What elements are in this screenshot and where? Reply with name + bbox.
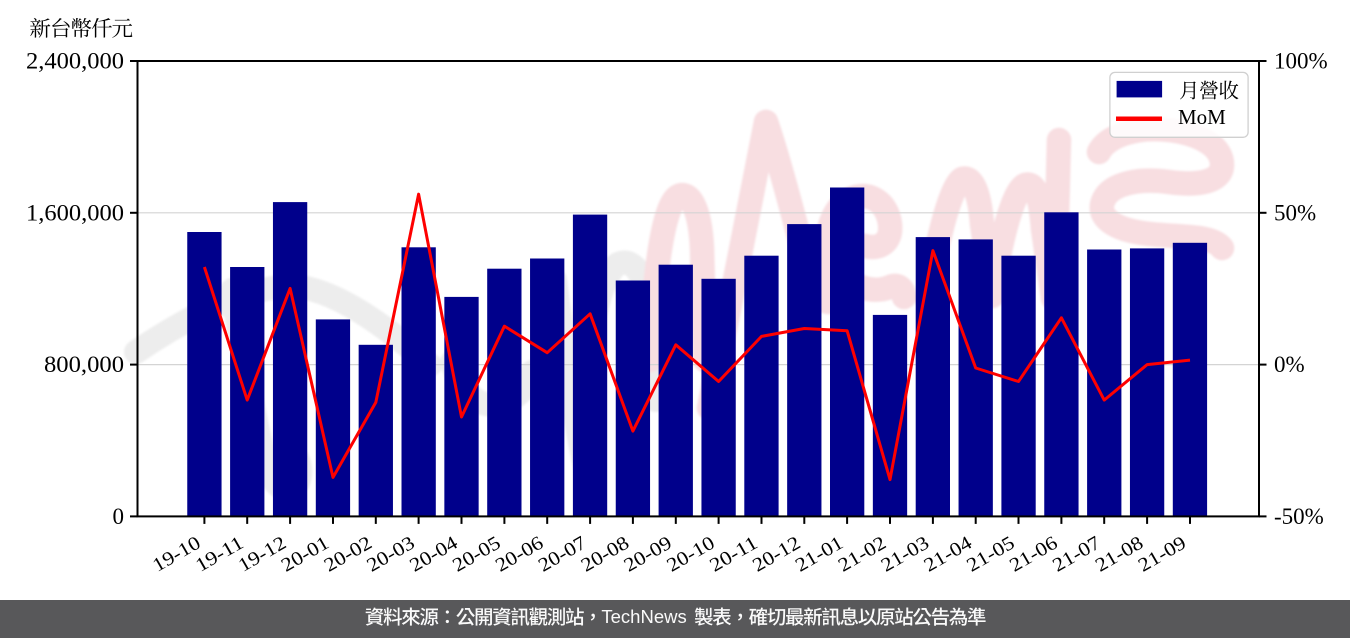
svg-text:50%: 50% [1274, 200, 1316, 225]
svg-text:100%: 100% [1274, 49, 1328, 74]
svg-text:800,000: 800,000 [44, 352, 124, 377]
svg-text:MoM: MoM [1178, 105, 1226, 129]
svg-text:1,600,000: 1,600,000 [26, 200, 124, 225]
svg-text:-50%: -50% [1274, 504, 1324, 529]
svg-text:TechNews: TechNews [601, 606, 686, 627]
svg-text:0%: 0% [1274, 352, 1305, 377]
svg-text:2,400,000: 2,400,000 [26, 49, 124, 74]
svg-text:0: 0 [113, 504, 125, 529]
